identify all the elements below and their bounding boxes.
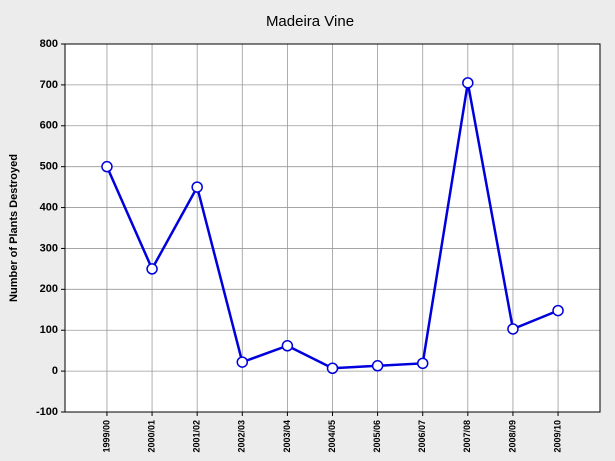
y-tick-label: 800 <box>40 38 58 50</box>
point <box>416 357 429 370</box>
point <box>101 160 113 173</box>
x-tick-label: 2000/01 <box>146 420 156 453</box>
point <box>371 360 384 372</box>
y-tick-label: 500 <box>40 161 58 173</box>
plot-frame <box>64 43 601 413</box>
point <box>462 77 474 89</box>
y-tick-label: 300 <box>40 242 58 254</box>
point <box>281 340 294 352</box>
x-tick-label: 2002/03 <box>237 420 247 453</box>
point <box>146 263 158 275</box>
x-tick-label: 2005/06 <box>372 420 382 453</box>
point <box>507 323 519 335</box>
y-tick-label: 100 <box>40 324 58 336</box>
y-tick-label: 0 <box>52 365 58 377</box>
point <box>191 181 203 193</box>
x-tick-label: 2003/04 <box>282 420 292 453</box>
chart-title: Madeira Vine <box>266 13 354 30</box>
point <box>326 362 339 374</box>
y-tick-label: 200 <box>40 283 58 295</box>
point <box>236 356 249 368</box>
x-tick-label: 2007/08 <box>462 420 472 453</box>
y-tick-label: 700 <box>40 79 58 91</box>
x-tick-label: 2006/07 <box>417 420 427 453</box>
x-tick-label: 1999/00 <box>101 420 111 453</box>
x-tick-label: 2009/10 <box>552 420 562 453</box>
x-tick-label: 2004/05 <box>327 420 337 453</box>
x-tick-label: 2001/02 <box>192 420 202 453</box>
y-tick-label: 400 <box>40 201 58 213</box>
y-tick-label: 600 <box>40 120 58 132</box>
y-tick-label: -100 <box>36 406 58 418</box>
y-axis-label: Number of Plants Destroyed <box>8 154 20 302</box>
x-tick-label: 2008/09 <box>507 420 517 453</box>
point <box>552 304 564 317</box>
